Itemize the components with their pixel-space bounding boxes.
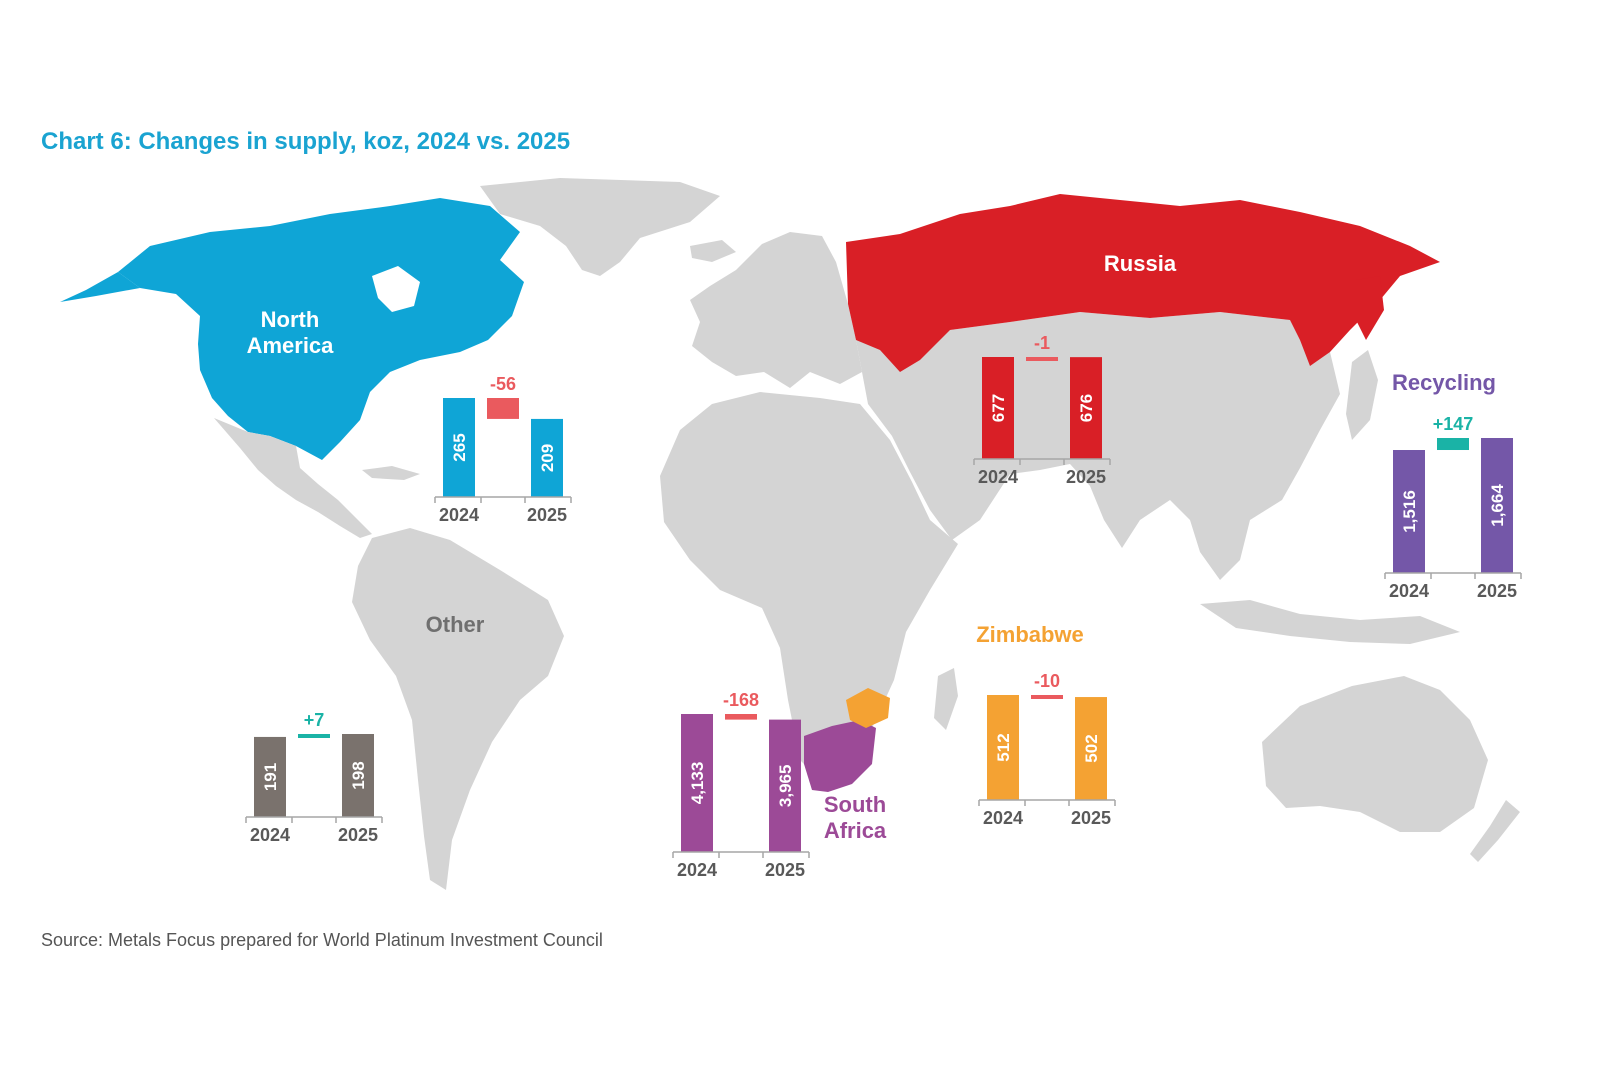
label-other: Other bbox=[426, 612, 485, 637]
label-zimbabwe: Zimbabwe bbox=[976, 622, 1084, 647]
other-bar-change bbox=[298, 734, 330, 738]
russia-year-2024: 2024 bbox=[978, 467, 1018, 487]
russia-bar-change bbox=[1026, 357, 1058, 361]
north_america-label-change: -56 bbox=[490, 374, 516, 394]
north_america-bar-2025 bbox=[531, 418, 563, 497]
south_africa-label-2024: 4,133 bbox=[688, 762, 707, 805]
land-africa bbox=[660, 392, 958, 780]
zimbabwe-year-2025: 2025 bbox=[1071, 808, 1111, 828]
land-greenland bbox=[480, 178, 720, 276]
russia-bar-2024 bbox=[982, 357, 1014, 459]
russia-bar-2025 bbox=[1070, 357, 1102, 459]
other-year-2025: 2025 bbox=[338, 825, 378, 845]
land-japan bbox=[1346, 350, 1378, 440]
label-south-africa-line1: South bbox=[824, 792, 886, 817]
south_africa-label-2025: 3,965 bbox=[776, 765, 795, 808]
label-north-america-line2: America bbox=[247, 333, 335, 358]
north_america-bar-2024 bbox=[443, 398, 475, 497]
land-hudson-bay bbox=[372, 266, 420, 312]
north_america-year-2024: 2024 bbox=[439, 505, 479, 525]
zimbabwe-bar-2024 bbox=[987, 695, 1019, 800]
recycling-year-2024: 2024 bbox=[1389, 581, 1429, 601]
label-recycling: Recycling bbox=[1392, 370, 1496, 395]
land-kamchatka bbox=[1356, 276, 1384, 340]
russia-label-2025: 676 bbox=[1077, 394, 1096, 422]
land-caribbean bbox=[362, 466, 420, 480]
land-madagascar bbox=[934, 668, 958, 730]
south_africa-bar-change bbox=[725, 714, 757, 720]
zimbabwe-label-2024: 512 bbox=[994, 733, 1013, 761]
zimbabwe-bar-change bbox=[1031, 695, 1063, 699]
land-iceland bbox=[690, 240, 736, 262]
russia-year-2025: 2025 bbox=[1066, 467, 1106, 487]
other-label-2024: 191 bbox=[261, 763, 280, 791]
other-label-change: +7 bbox=[304, 710, 325, 730]
south_africa-year-2024: 2024 bbox=[677, 860, 717, 880]
south_africa-bar-2024 bbox=[681, 714, 713, 852]
land-australia bbox=[1262, 676, 1488, 832]
waterfall-charts: 265 209 -56 2024 2025 677 676 -1 2024 2025 1,516 1,… bbox=[245, 333, 1522, 880]
recycling-bar-2024 bbox=[1393, 450, 1425, 573]
other-label-2025: 198 bbox=[349, 761, 368, 789]
land-europe bbox=[690, 232, 862, 388]
recycling-label-2025: 1,664 bbox=[1488, 484, 1507, 527]
zimbabwe-label-change: -10 bbox=[1034, 671, 1060, 691]
land-uk bbox=[722, 284, 742, 318]
other-bar-2024 bbox=[254, 736, 286, 817]
zimbabwe-bar-2025 bbox=[1075, 697, 1107, 800]
land-south-america bbox=[352, 528, 564, 890]
north_america-bar-change bbox=[487, 398, 519, 419]
south_africa-bar-2025 bbox=[769, 719, 801, 852]
recycling-bar-change bbox=[1437, 438, 1469, 451]
land-zimbabwe bbox=[846, 688, 890, 728]
north_america-year-2025: 2025 bbox=[527, 505, 567, 525]
chart-title: Chart 6: Changes in supply, koz, 2024 vs… bbox=[41, 128, 571, 155]
land-north-america bbox=[118, 198, 524, 460]
land-south-africa bbox=[804, 720, 876, 792]
label-south-africa-line2: Africa bbox=[824, 818, 887, 843]
recycling-bar-2025 bbox=[1481, 438, 1513, 573]
recycling-label-2024: 1,516 bbox=[1400, 490, 1419, 533]
other-bar-2025 bbox=[342, 734, 374, 817]
russia-label-2024: 677 bbox=[989, 394, 1008, 422]
other-year-2024: 2024 bbox=[250, 825, 290, 845]
north_america-label-2025: 209 bbox=[538, 444, 557, 472]
recycling-year-2025: 2025 bbox=[1477, 581, 1517, 601]
south_africa-year-2025: 2025 bbox=[765, 860, 805, 880]
source-note: Source: Metals Focus prepared for World … bbox=[41, 930, 603, 950]
south_africa-label-change: -168 bbox=[723, 690, 759, 710]
label-russia: Russia bbox=[1104, 251, 1177, 276]
russia-label-change: -1 bbox=[1034, 333, 1050, 353]
zimbabwe-label-2025: 502 bbox=[1082, 734, 1101, 762]
north_america-label-2024: 265 bbox=[450, 433, 469, 461]
land-alaska-tail bbox=[60, 272, 140, 302]
zimbabwe-year-2024: 2024 bbox=[983, 808, 1023, 828]
label-north-america-line1: North bbox=[261, 307, 320, 332]
land-central-america bbox=[214, 418, 372, 538]
land-se-asia-islands bbox=[1200, 600, 1460, 644]
land-new-zealand bbox=[1470, 800, 1520, 862]
recycling-label-change: +147 bbox=[1433, 414, 1474, 434]
land-russia bbox=[846, 194, 1440, 372]
